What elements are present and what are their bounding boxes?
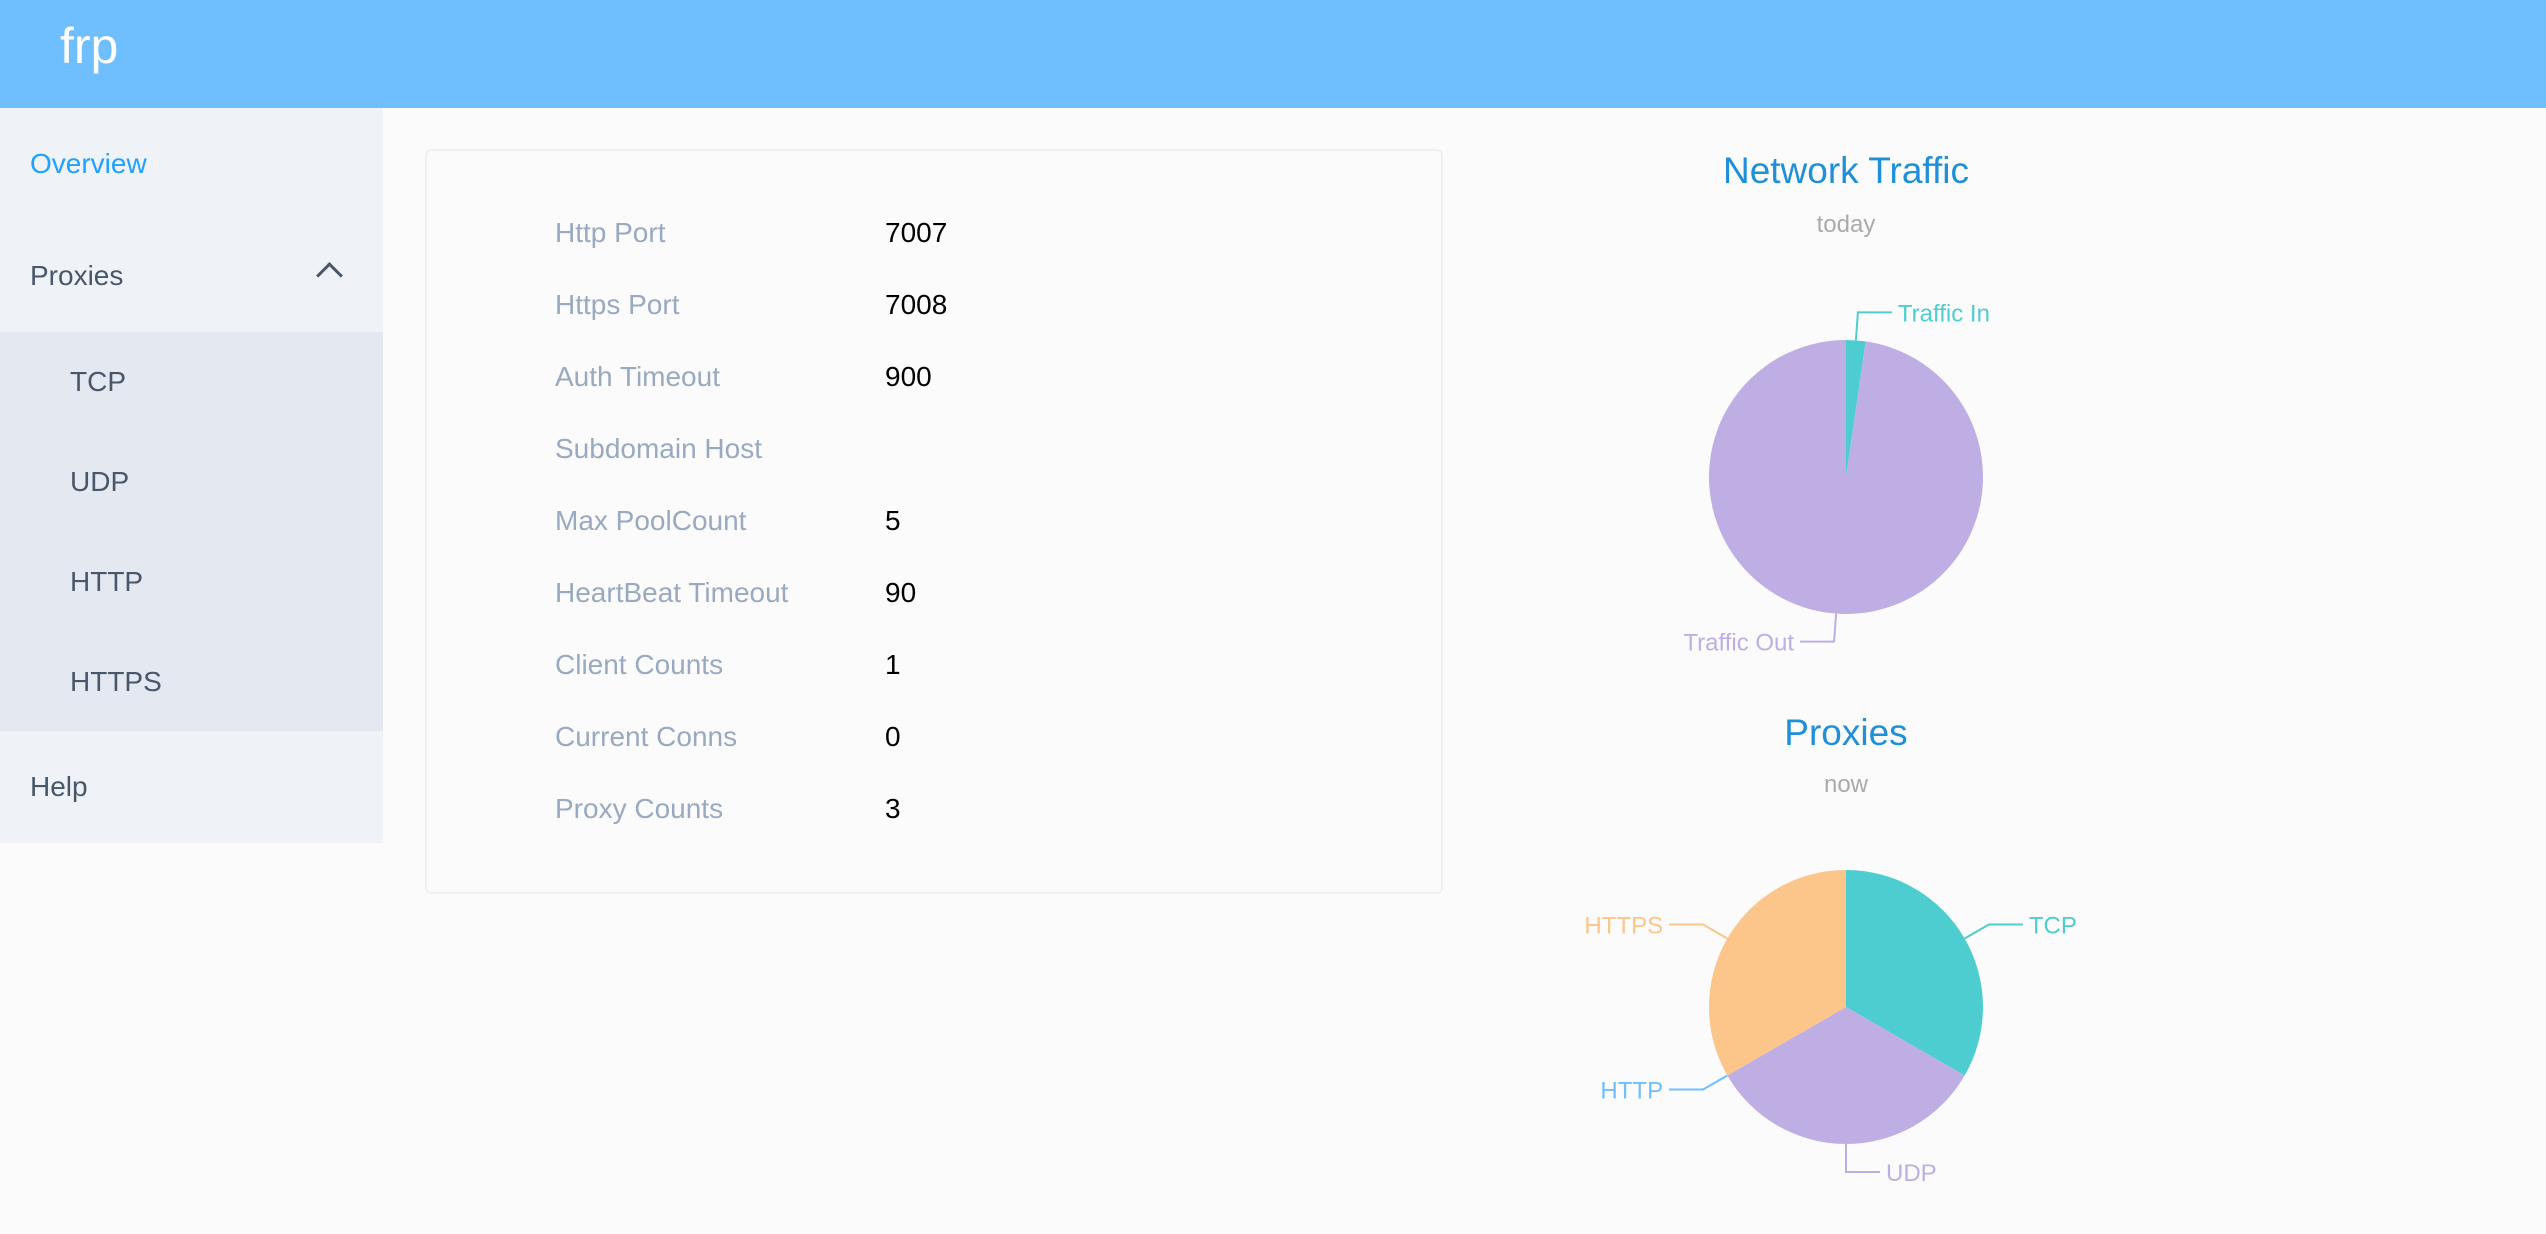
proxies-chart-title: Proxies <box>1784 712 1908 753</box>
info-value: 0 <box>885 721 901 752</box>
pie-label-udp: UDP <box>1886 1160 1937 1187</box>
label-line-http <box>1669 1074 1728 1091</box>
proxies-chart-subtitle: now <box>1823 771 1869 798</box>
info-value: 90 <box>885 577 917 608</box>
info-value: 7007 <box>885 217 948 248</box>
label-line-https <box>1669 923 1728 940</box>
sidebar-item-label: UDP <box>70 466 130 497</box>
info-value: 1 <box>885 649 901 680</box>
info-label: Proxy Counts <box>555 793 724 824</box>
info-value: 3 <box>885 793 901 824</box>
sidebar: Overview Proxies TCP UDP HTTP HTTPS Help <box>0 108 383 843</box>
pie-slice-https[interactable] <box>1708 870 1846 1076</box>
app-logo[interactable]: frp <box>60 18 119 74</box>
pie-label-https: HTTPS <box>1584 913 1663 940</box>
sidebar-item-label: Help <box>30 771 88 802</box>
sidebar-item-help[interactable]: Help <box>0 731 383 843</box>
sidebar-item-tcp[interactable]: TCP <box>0 332 383 432</box>
sidebar-item-label: HTTPS <box>70 666 162 697</box>
label-line-traffic-in <box>1854 311 1892 341</box>
info-value: 7008 <box>885 289 948 320</box>
sidebar-item-label: Overview <box>30 148 147 179</box>
sidebar-item-http[interactable]: HTTP <box>0 532 383 632</box>
pie-slice-tcp[interactable] <box>1846 870 1984 1076</box>
sidebar-item-label: TCP <box>70 366 126 397</box>
info-label: Subdomain Host <box>555 433 763 464</box>
label-line-udp <box>1845 1144 1880 1173</box>
sidebar-item-overview[interactable]: Overview <box>0 108 383 220</box>
info-label: HeartBeat Timeout <box>555 577 789 608</box>
info-label: Https Port <box>555 289 680 320</box>
info-label: Client Counts <box>555 649 724 680</box>
sidebar-item-label: HTTP <box>70 566 144 597</box>
pie-slice-traffic-out[interactable] <box>1709 340 1984 614</box>
info-value: 5 <box>885 505 901 536</box>
info-label: Max PoolCount <box>555 505 747 536</box>
pie-slice-traffic-in[interactable] <box>1846 340 1866 477</box>
pie-label-tcp: TCP <box>2029 913 2077 940</box>
sidebar-item-https[interactable]: HTTPS <box>0 632 383 732</box>
pie-label-traffic-out: Traffic Out <box>1683 630 1794 657</box>
proxies-submenu: TCP UDP HTTP HTTPS <box>0 332 383 731</box>
sidebar-item-label: Proxies <box>30 260 124 291</box>
sidebar-item-proxies[interactable]: Proxies <box>0 220 383 332</box>
label-line-traffic-out <box>1800 613 1838 643</box>
info-value: 900 <box>885 361 932 392</box>
network-traffic-subtitle: today <box>1816 211 1876 238</box>
sidebar-item-udp[interactable]: UDP <box>0 432 383 532</box>
app-header: frp <box>0 0 2546 108</box>
server-info-card: Http Port 7007 Https Port 7008 Auth Timeout 9… <box>425 149 1443 894</box>
info-label: Auth Timeout <box>555 361 720 392</box>
label-line-tcp <box>1964 923 2023 940</box>
pie-label-http: HTTP <box>1600 1078 1663 1105</box>
info-label: Http Port <box>555 217 666 248</box>
info-label: Current Conns <box>555 721 738 752</box>
network-traffic-title: Network Traffic <box>1722 150 1970 191</box>
pie-label-traffic-in: Traffic In <box>1898 300 1990 327</box>
